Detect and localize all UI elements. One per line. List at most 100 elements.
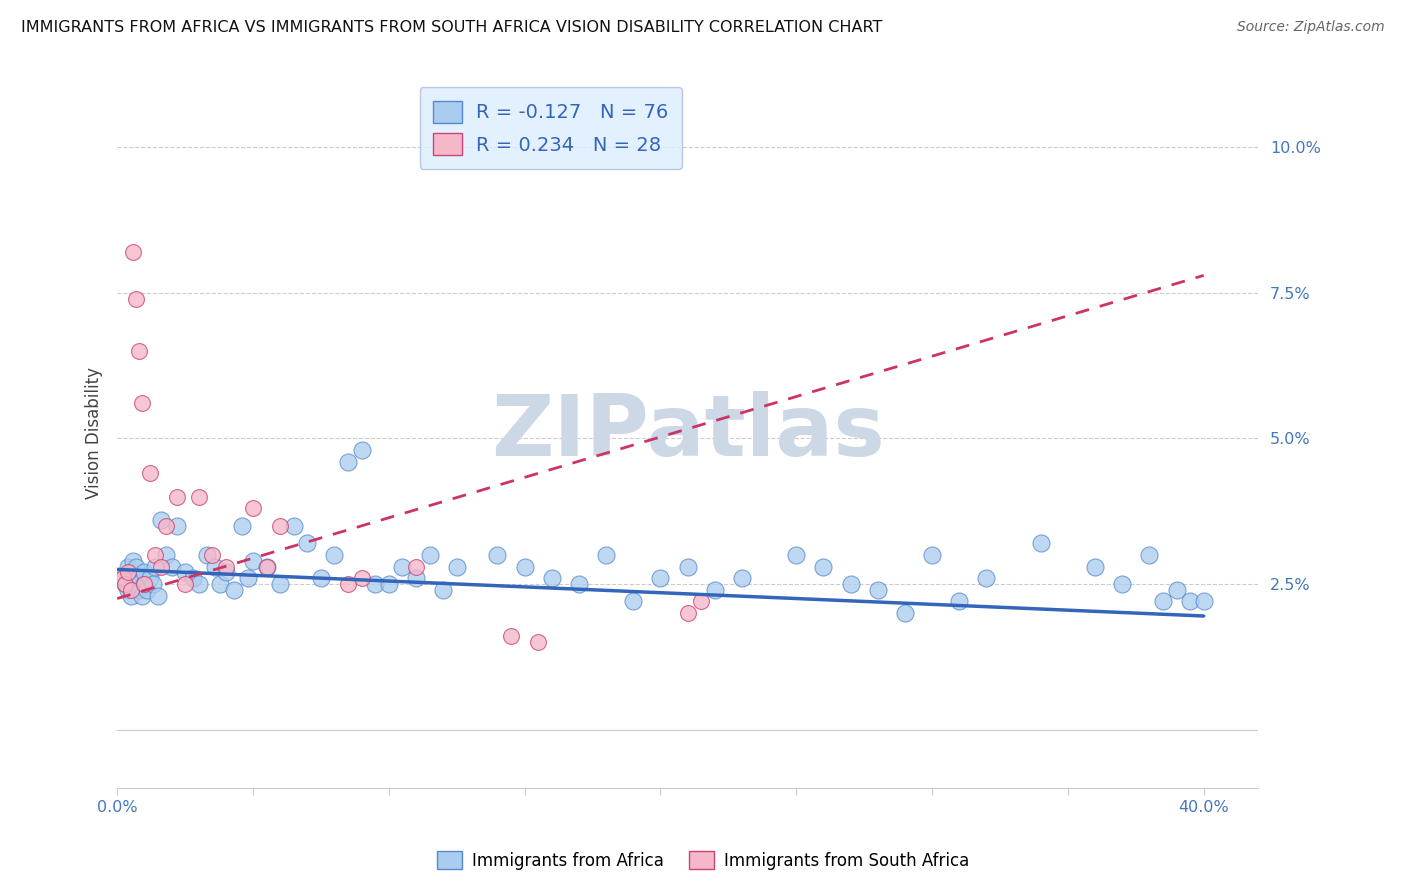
- Point: [540, 571, 562, 585]
- Point: [155, 548, 177, 562]
- Point: [323, 548, 346, 562]
- Point: [419, 548, 441, 562]
- Point: [195, 548, 218, 562]
- Point: [128, 344, 150, 359]
- Y-axis label: Vision Disability: Vision Disability: [86, 367, 103, 499]
- Point: [1137, 548, 1160, 562]
- Point: [117, 566, 139, 580]
- Point: [139, 571, 162, 585]
- Point: [350, 571, 373, 585]
- Point: [595, 548, 617, 562]
- Point: [894, 606, 917, 620]
- Point: [143, 559, 166, 574]
- Point: [128, 571, 150, 585]
- Point: [1192, 594, 1215, 608]
- Point: [141, 577, 163, 591]
- Point: [204, 559, 226, 574]
- Point: [378, 577, 401, 591]
- Point: [337, 577, 360, 591]
- Point: [499, 629, 522, 643]
- Point: [131, 589, 153, 603]
- Point: [125, 577, 148, 591]
- Point: [215, 559, 238, 574]
- Point: [813, 559, 835, 574]
- Point: [111, 571, 134, 585]
- Point: [120, 566, 142, 580]
- Point: [134, 577, 156, 591]
- Point: [117, 559, 139, 574]
- Point: [134, 577, 156, 591]
- Point: [134, 566, 156, 580]
- Point: [405, 571, 427, 585]
- Text: Source: ZipAtlas.com: Source: ZipAtlas.com: [1237, 20, 1385, 34]
- Point: [149, 559, 172, 574]
- Point: [114, 577, 136, 591]
- Point: [136, 582, 159, 597]
- Point: [650, 571, 672, 585]
- Point: [166, 490, 188, 504]
- Point: [568, 577, 591, 591]
- Point: [297, 536, 319, 550]
- Point: [446, 559, 468, 574]
- Point: [201, 548, 224, 562]
- Point: [350, 443, 373, 458]
- Point: [242, 501, 264, 516]
- Point: [155, 518, 177, 533]
- Point: [139, 467, 162, 481]
- Point: [976, 571, 998, 585]
- Point: [125, 559, 148, 574]
- Point: [432, 582, 454, 597]
- Point: [120, 582, 142, 597]
- Point: [146, 589, 169, 603]
- Point: [143, 548, 166, 562]
- Point: [269, 577, 291, 591]
- Point: [1084, 559, 1107, 574]
- Point: [731, 571, 754, 585]
- Point: [174, 577, 197, 591]
- Point: [174, 566, 197, 580]
- Point: [690, 594, 713, 608]
- Point: [131, 396, 153, 410]
- Point: [231, 518, 253, 533]
- Point: [122, 571, 145, 585]
- Point: [1166, 582, 1188, 597]
- Point: [309, 571, 332, 585]
- Point: [364, 577, 387, 591]
- Point: [269, 518, 291, 533]
- Point: [391, 559, 413, 574]
- Point: [621, 594, 644, 608]
- Point: [187, 577, 209, 591]
- Point: [122, 245, 145, 260]
- Point: [866, 582, 889, 597]
- Point: [921, 548, 943, 562]
- Legend: Immigrants from Africa, Immigrants from South Africa: Immigrants from Africa, Immigrants from …: [430, 845, 976, 877]
- Point: [1029, 536, 1052, 550]
- Point: [948, 594, 970, 608]
- Point: [486, 548, 509, 562]
- Point: [187, 490, 209, 504]
- Legend: R = -0.127   N = 76, R = 0.234   N = 28: R = -0.127 N = 76, R = 0.234 N = 28: [419, 87, 682, 169]
- Point: [111, 571, 134, 585]
- Point: [405, 559, 427, 574]
- Point: [256, 559, 278, 574]
- Point: [236, 571, 259, 585]
- Point: [209, 577, 232, 591]
- Text: ZIPatlas: ZIPatlas: [491, 391, 884, 474]
- Point: [1152, 594, 1174, 608]
- Point: [181, 571, 204, 585]
- Point: [337, 455, 360, 469]
- Point: [283, 518, 305, 533]
- Point: [125, 292, 148, 306]
- Point: [1111, 577, 1133, 591]
- Point: [839, 577, 862, 591]
- Point: [1178, 594, 1201, 608]
- Point: [222, 582, 245, 597]
- Point: [785, 548, 807, 562]
- Point: [166, 518, 188, 533]
- Point: [128, 582, 150, 597]
- Point: [120, 589, 142, 603]
- Point: [160, 559, 183, 574]
- Point: [703, 582, 725, 597]
- Point: [149, 513, 172, 527]
- Point: [122, 554, 145, 568]
